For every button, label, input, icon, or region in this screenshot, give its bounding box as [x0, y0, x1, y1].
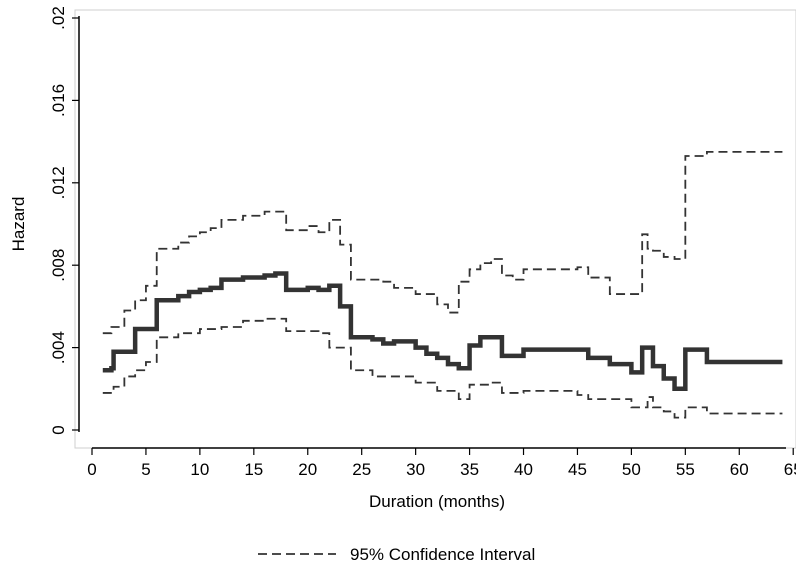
ci-upper-line — [102, 151, 783, 335]
x-tick-label: 55 — [676, 460, 695, 479]
legend: 95% Confidence Interval — [258, 545, 535, 564]
x-tick-label: 30 — [406, 460, 425, 479]
y-axis-title: Hazard — [9, 197, 28, 252]
x-tick-label: 20 — [298, 460, 317, 479]
x-tick-label: 50 — [622, 460, 641, 479]
y-tick-label: 0 — [49, 425, 68, 434]
y-tick-label: .02 — [49, 6, 68, 30]
x-tick-label: 65 — [784, 460, 796, 479]
legend-label: 95% Confidence Interval — [350, 545, 535, 564]
x-axis-title: Duration (months) — [369, 492, 505, 511]
ci-lower-line — [102, 317, 783, 419]
x-tick-label: 10 — [190, 460, 209, 479]
x-tick-label: 25 — [352, 460, 371, 479]
hazard-estimate-line — [102, 271, 783, 392]
y-tick-label: .004 — [49, 331, 68, 364]
x-tick-label: 40 — [514, 460, 533, 479]
x-tick-label: 15 — [244, 460, 263, 479]
x-axis-ticks: 0 5 10 15 20 25 30 35 40 45 50 55 60 65 — [87, 448, 796, 479]
x-tick-label: 35 — [460, 460, 479, 479]
x-tick-label: 5 — [141, 460, 150, 479]
series-lines — [102, 151, 783, 419]
x-tick-label: 45 — [568, 460, 587, 479]
y-tick-label: .008 — [49, 249, 68, 282]
y-tick-label: .012 — [49, 166, 68, 199]
x-tick-label: 0 — [87, 460, 96, 479]
y-tick-label: .016 — [49, 84, 68, 117]
y-axis-ticks: 0 .004 .008 .012 .016 .02 — [49, 6, 79, 435]
x-tick-label: 60 — [730, 460, 749, 479]
